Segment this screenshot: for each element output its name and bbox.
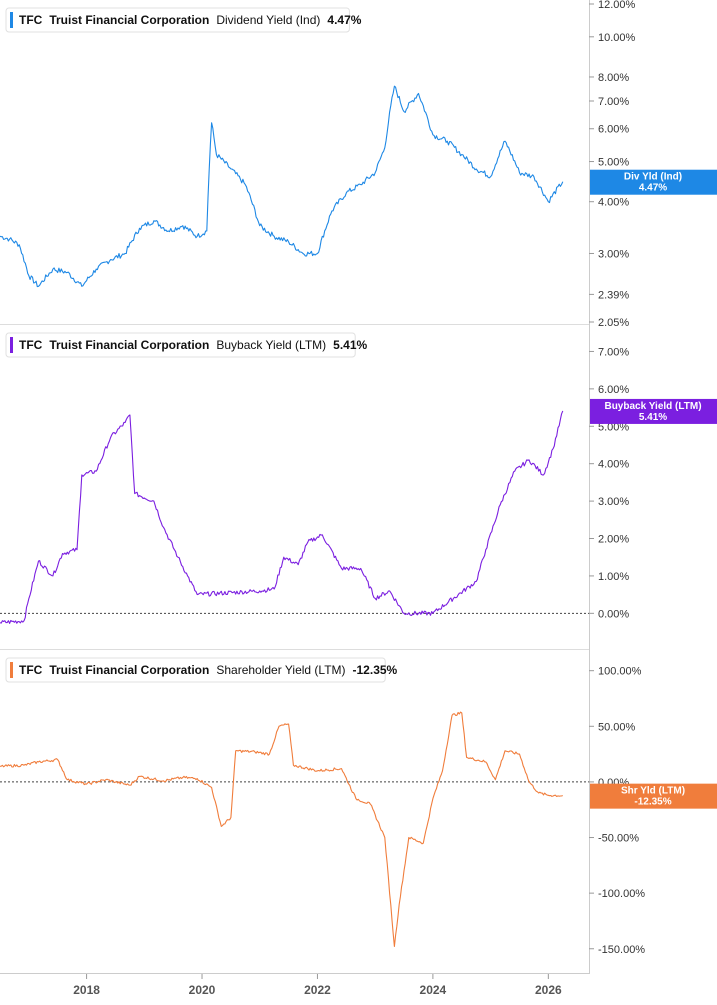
badge-bg xyxy=(590,398,717,424)
y-tick-label: 100.00% xyxy=(598,666,642,678)
y-tick-label: 6.00% xyxy=(598,384,629,396)
legend-company: Truist Financial Corporation xyxy=(49,13,209,27)
current-value-badge: Div Yld (Ind)4.47% xyxy=(590,169,717,195)
current-value-badge: Buyback Yield (LTM)5.41% xyxy=(590,398,717,424)
y-tick-label: 0.00% xyxy=(598,608,629,620)
badge-bg xyxy=(590,783,717,809)
legend-current-value: 4.47% xyxy=(327,13,361,27)
legend: TFC Truist Financial Corporation Dividend … xyxy=(5,7,362,33)
legend: TFC Truist Financial Corporation Sharehold… xyxy=(5,657,398,683)
legend-box xyxy=(5,332,356,358)
x-tick-label: 2018 xyxy=(73,983,100,997)
legend-text: TFC Truist Financial Corporation Dividend … xyxy=(19,13,362,27)
series-line xyxy=(0,410,564,624)
legend-current-value: -12.35% xyxy=(353,663,398,677)
legend-text: TFC Truist Financial Corporation Buyback Y… xyxy=(19,338,368,352)
y-tick-label: -50.00% xyxy=(598,833,639,845)
x-tick-label: 2026 xyxy=(535,983,562,997)
y-tick-label: 4.00% xyxy=(598,459,629,471)
chart-panel: 12.00% 10.00% 8.00% 7.00% 6.00% 5.00% 4.00% 3.0… xyxy=(0,0,717,329)
y-tick-label: 3.00% xyxy=(598,248,629,260)
y-tick-label: 7.00% xyxy=(598,346,629,358)
y-tick-label: 1.00% xyxy=(598,571,629,583)
x-tick-label: 2024 xyxy=(420,983,447,997)
legend-metric: Dividend Yield (Ind) xyxy=(216,13,320,27)
y-tick-label: 2.39% xyxy=(598,289,629,301)
y-tick-label: 10.00% xyxy=(598,32,636,44)
legend-box xyxy=(5,657,386,683)
legend-company: Truist Financial Corporation xyxy=(49,338,209,352)
y-tick-label: 4.00% xyxy=(598,197,629,209)
chart-panel: 100.00%50.00%0.00%-50.00%-100.00%-150.00… xyxy=(0,657,717,956)
chart-panel: 7.00% 6.00% 5.00% 4.00% 3.00% 2.00% 1.00% 0.00%… xyxy=(0,332,717,624)
x-tick-label: 2022 xyxy=(304,983,331,997)
y-tick-label: 6.00% xyxy=(598,124,629,136)
legend-ticker: TFC xyxy=(19,13,43,27)
y-tick-label: 12.00% xyxy=(598,0,636,11)
y-tick-label: 50.00% xyxy=(598,721,636,733)
legend-current-value: 5.41% xyxy=(333,338,367,352)
badge-value: 4.47% xyxy=(639,183,667,194)
y-tick-label: 8.00% xyxy=(598,72,629,84)
badge-bg xyxy=(590,169,717,195)
y-tick-label: 3.00% xyxy=(598,496,629,508)
legend: TFC Truist Financial Corporation Buyback Y… xyxy=(5,332,368,358)
legend-metric: Shareholder Yield (LTM) xyxy=(216,663,345,677)
legend-swatch xyxy=(10,662,13,678)
legend-text: TFC Truist Financial Corporation Sharehold… xyxy=(19,663,398,677)
y-tick-label: 7.00% xyxy=(598,96,629,108)
badge-label: Shr Yld (LTM) xyxy=(621,786,685,797)
badge-label: Buyback Yield (LTM) xyxy=(604,401,701,412)
series-line xyxy=(0,711,563,948)
legend-swatch xyxy=(10,12,13,28)
badge-label: Div Yld (Ind) xyxy=(624,172,682,183)
badge-value: -12.35% xyxy=(634,797,671,808)
y-tick-label: -150.00% xyxy=(598,944,645,956)
series-line xyxy=(0,85,564,288)
current-value-badge: Shr Yld (LTM)-12.35% xyxy=(590,783,717,809)
legend-company: Truist Financial Corporation xyxy=(49,663,209,677)
legend-box xyxy=(5,7,350,33)
badge-value: 5.41% xyxy=(639,412,667,423)
y-tick-label: 2.05% xyxy=(598,317,629,329)
y-tick-label: 5.00% xyxy=(598,421,629,433)
y-tick-label: 2.00% xyxy=(598,534,629,546)
legend-swatch xyxy=(10,337,13,353)
legend-ticker: TFC xyxy=(19,663,43,677)
x-tick-label: 2020 xyxy=(189,983,216,997)
legend-metric: Buyback Yield (LTM) xyxy=(216,338,326,352)
y-tick-label: 5.00% xyxy=(598,157,629,169)
legend-ticker: TFC xyxy=(19,338,43,352)
x-axis: 2018 2020 2022 2024 2026 xyxy=(73,974,562,997)
y-tick-label: -100.00% xyxy=(598,888,645,900)
